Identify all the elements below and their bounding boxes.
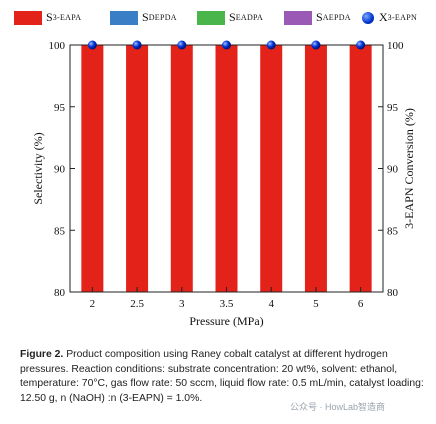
bar-segment-s3-eapa: [215, 45, 238, 292]
x-tick-label: 3.5: [220, 298, 234, 310]
caption-label: Figure 2.: [20, 349, 64, 360]
legend-label-main: S: [142, 10, 149, 24]
bar-segment-s3-eapa: [170, 45, 193, 292]
legend-item-sdepda: S DEPDA: [110, 10, 177, 25]
legend-item-saepda: S AEPDA: [284, 10, 351, 25]
legend-label-sub: 3-EAPN: [387, 13, 418, 22]
chart-legend: S 3-EAPA S DEPDA S EADPA S AEPDA X 3-EAPN: [14, 8, 428, 32]
bar-segment-s3-eapa: [349, 45, 372, 292]
bar-segment-s3-eapa: [81, 45, 104, 292]
conversion-point: [132, 40, 142, 50]
legend-item-s3-eapa: S 3-EAPA: [14, 10, 81, 25]
conversion-point: [311, 40, 321, 50]
conversion-point: [222, 40, 231, 50]
y-tick-label: 95: [54, 102, 66, 114]
y2-tick-label: 100: [387, 40, 404, 52]
legend-swatch-sdepda: [110, 10, 138, 25]
y-tick-label: 80: [54, 287, 66, 299]
legend-swatch-saepda: [284, 10, 312, 25]
legend-item-x3-eapn: X 3-EAPN: [362, 10, 417, 25]
y-axis-label: Selectivity (%): [31, 132, 45, 204]
x-axis-label: Pressure (MPa): [189, 314, 263, 328]
legend-label-main: S: [316, 10, 323, 24]
watermark-text: 公众号 · HowLab智造商: [290, 402, 386, 412]
legend-label-main: S: [229, 10, 236, 24]
legend-swatch-seadpa: [197, 10, 225, 25]
legend-label-sub: DEPDA: [148, 13, 177, 22]
bar-segment-s3-eapa: [126, 45, 149, 292]
legend-label-sub: EADPA: [235, 13, 264, 22]
bar-segment-s3-eapa: [260, 45, 283, 292]
legend-label-main: S: [46, 10, 53, 24]
y2-tick-label: 80: [387, 287, 399, 299]
conversion-point: [266, 40, 276, 50]
y2-axis-label: 3-EAPN Conversion (%): [402, 108, 416, 229]
x-tick-label: 4: [268, 298, 274, 310]
conversion-point: [177, 40, 187, 50]
x-tick-label: 3: [179, 298, 185, 310]
figure-caption: Figure 2. Product composition using Rane…: [20, 348, 432, 406]
x-tick-label: 5: [313, 298, 319, 310]
conversion-point: [87, 40, 97, 50]
x-tick-label: 6: [358, 298, 364, 310]
bar-segment-s3-eapa: [304, 45, 327, 292]
legend-label-sub: 3-EAPA: [52, 13, 82, 22]
y2-tick-label: 95: [387, 102, 399, 114]
caption-text: Product composition using Raney cobalt c…: [20, 349, 424, 404]
x-tick-label: 2.5: [130, 298, 144, 310]
legend-label-main: X: [379, 10, 388, 24]
y-tick-label: 100: [49, 40, 66, 52]
y2-tick-label: 90: [387, 164, 399, 176]
y-tick-label: 90: [54, 164, 66, 176]
y2-tick-label: 85: [387, 225, 399, 237]
conversion-point: [356, 40, 366, 50]
y-tick-label: 85: [54, 225, 66, 237]
legend-swatch-s3-eapa: [14, 10, 42, 25]
legend-label-sub: AEPDA: [322, 13, 351, 22]
stacked-bar-chart: 80 85 90 95 100 80 85 90 95 100 2 2.5 3 3.5 4 5 6 Pressur…: [31, 40, 416, 328]
legend-item-seadpa: S EADPA: [197, 10, 263, 25]
legend-marker-x3-eapn: [362, 11, 374, 24]
x-tick-label: 2: [90, 298, 96, 310]
